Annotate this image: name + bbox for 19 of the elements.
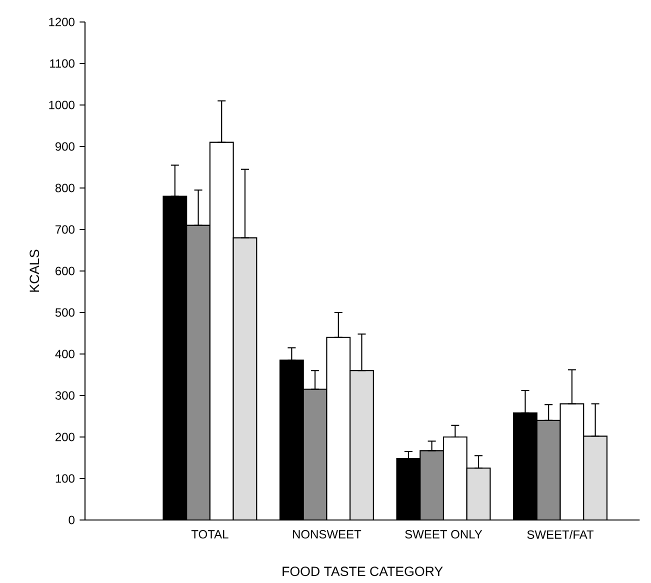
y-tick-label: 0 [68,516,74,524]
y-tick-label: 100 [56,474,74,483]
y-tick-label: 300 [55,391,74,400]
y-tick-label: 400 [55,350,74,358]
x-tick-label: SWEET ONLY [405,530,482,539]
x-tick-label: NONSWEET [293,530,362,539]
y-tick-label: 1200 [49,18,74,26]
y-tick-label: 500 [55,308,74,317]
y-tick-label: 1100 [50,59,74,68]
y-tick-label: 900 [56,142,74,151]
x-axis-title: FOOD TASTE CATEGORY [282,566,443,576]
y-tick-label: 1000 [49,100,74,110]
x-tick-label: TOTAL [191,530,228,539]
y-tick-label: 700 [56,225,74,234]
y-tick-label: 800 [55,184,74,192]
y-tick-label: 200 [56,432,74,442]
x-tick-label: SWEET/FAT [527,530,594,539]
y-axis-title: KCALS [30,250,40,292]
y-tick-label: 600 [56,266,74,276]
